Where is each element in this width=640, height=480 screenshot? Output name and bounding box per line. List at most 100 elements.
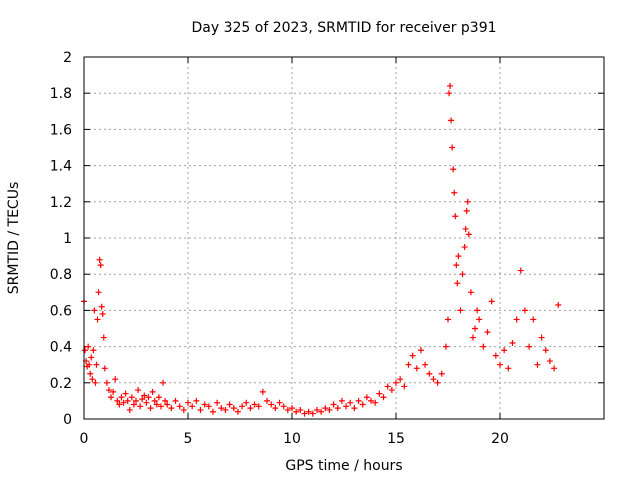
x-tick-label: 0: [80, 431, 89, 447]
data-point: [247, 405, 254, 412]
data-point: [453, 262, 460, 269]
data-point: [95, 289, 102, 296]
data-point: [189, 403, 196, 410]
data-point: [472, 325, 479, 332]
chart-title: Day 325 of 2023, SRMTID for receiver p39…: [191, 20, 496, 36]
data-point: [110, 388, 117, 395]
x-tick-label: 5: [184, 431, 193, 447]
data-point: [413, 365, 420, 372]
data-point: [334, 405, 341, 412]
data-point: [143, 399, 150, 406]
data-point: [309, 410, 316, 417]
data-point: [239, 403, 246, 410]
data-point: [234, 408, 241, 415]
data-point: [542, 347, 549, 354]
data-point: [313, 406, 320, 413]
data-point: [135, 387, 142, 394]
data-point: [480, 343, 487, 350]
data-point: [505, 365, 512, 372]
data-point: [417, 347, 424, 354]
data-point: [447, 82, 454, 89]
y-tick-label: 1: [63, 231, 72, 247]
data-point: [164, 401, 171, 408]
data-point: [409, 352, 416, 359]
data-point: [155, 394, 162, 401]
data-point: [276, 399, 283, 406]
data-point: [555, 301, 562, 308]
y-tick-label: 0.2: [50, 376, 72, 392]
data-point: [94, 316, 101, 323]
data-point: [91, 307, 98, 314]
data-point: [530, 316, 537, 323]
data-point: [450, 166, 457, 173]
data-point: [465, 231, 472, 238]
data-point: [96, 256, 103, 263]
data-point: [230, 405, 237, 412]
data-point: [351, 405, 358, 412]
data-point: [462, 225, 469, 232]
data-point: [492, 352, 499, 359]
data-points: [81, 82, 562, 417]
data-point: [137, 403, 144, 410]
data-point: [139, 396, 146, 403]
data-point: [372, 399, 379, 406]
data-point: [359, 401, 366, 408]
data-point: [124, 397, 131, 404]
data-point: [126, 406, 133, 413]
data-point: [180, 406, 187, 413]
data-point: [133, 397, 139, 404]
data-point: [162, 397, 169, 404]
data-point: [176, 403, 183, 410]
data-point: [448, 117, 455, 124]
data-point: [130, 401, 137, 408]
y-tick-label: 0.4: [50, 340, 72, 356]
data-point: [469, 334, 476, 341]
data-point: [114, 397, 121, 404]
data-point: [118, 394, 125, 401]
data-point: [501, 347, 508, 354]
data-point: [272, 405, 279, 412]
data-point: [289, 405, 295, 412]
data-point: [534, 361, 541, 368]
data-point: [264, 397, 271, 404]
data-point: [513, 316, 520, 323]
data-point: [538, 334, 545, 341]
y-tick-label: 0.6: [50, 303, 72, 319]
data-point: [259, 388, 266, 395]
data-point: [280, 403, 287, 410]
y-tick-label: 1.6: [50, 122, 72, 138]
data-point: [108, 394, 115, 401]
data-point: [88, 354, 95, 361]
data-point: [426, 370, 433, 377]
x-tick-label: 10: [283, 431, 301, 447]
data-point: [401, 383, 408, 390]
data-point: [517, 267, 524, 274]
data-point: [338, 397, 345, 404]
data-point: [297, 406, 304, 413]
data-point: [452, 213, 459, 220]
data-point: [380, 394, 387, 401]
data-point: [93, 361, 100, 368]
data-point: [305, 408, 312, 415]
data-point: [509, 339, 516, 346]
data-point: [86, 361, 93, 368]
data-point: [467, 289, 474, 296]
data-point: [284, 406, 291, 413]
data-point: [151, 397, 158, 404]
data-point: [497, 361, 503, 368]
data-point: [521, 307, 528, 314]
data-point: [438, 370, 445, 377]
data-point: [445, 316, 451, 323]
data-point: [255, 403, 262, 410]
data-point: [193, 397, 200, 404]
data-point: [112, 376, 119, 383]
data-point: [442, 343, 449, 350]
data-point: [551, 365, 558, 372]
data-point: [463, 207, 470, 214]
data-point: [141, 392, 148, 399]
data-point: [488, 298, 495, 305]
data-point: [430, 376, 437, 383]
data-point: [105, 387, 112, 394]
data-point: [455, 253, 462, 260]
data-point: [116, 401, 123, 408]
